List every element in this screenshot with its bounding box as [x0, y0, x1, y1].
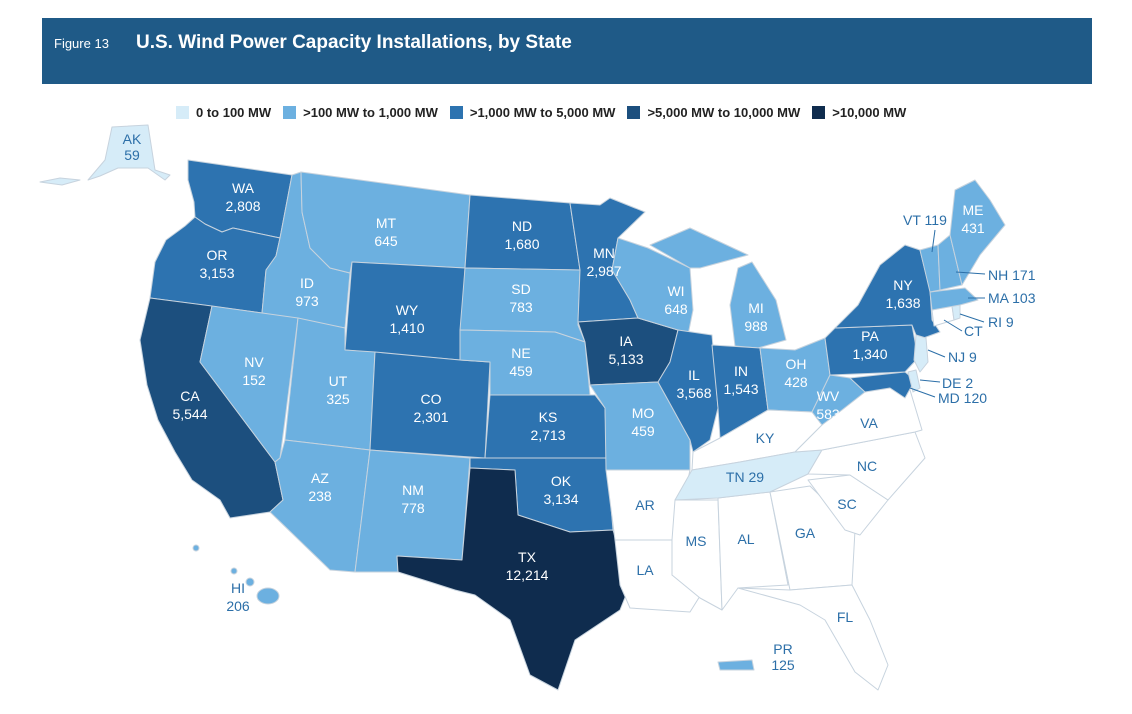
figure-label: Figure 13	[54, 36, 109, 51]
legend-item: >5,000 MW to 10,000 MW	[627, 105, 800, 120]
label-AK: AK 59	[123, 131, 142, 163]
state-AK	[87, 124, 171, 181]
label-PA: PA 1,340	[852, 328, 887, 362]
label-SD: SD 783	[509, 281, 533, 315]
label-WI: WI 648	[664, 283, 688, 317]
label-NY: NY 1,638	[885, 277, 920, 311]
label-HI: HI 206	[226, 580, 250, 614]
state-DE	[907, 369, 921, 393]
legend-item: >1,000 MW to 5,000 MW	[449, 104, 616, 120]
state-MD	[849, 371, 916, 399]
legend-label: 0 to 100 MW	[196, 104, 272, 120]
state-HI	[256, 587, 280, 605]
state-HI-island	[245, 577, 255, 587]
label-CA: CA 5,544	[172, 388, 207, 422]
label-NE: NE 459	[509, 345, 533, 379]
leader-lines	[909, 229, 986, 398]
legend: 0 to 100 MW >100 MW to 1,000 MW >1,000 M…	[176, 102, 918, 122]
label-RI: RI 9	[988, 314, 1014, 330]
label-MN: MN 2,987	[586, 245, 621, 279]
label-AL: AL	[737, 531, 754, 547]
label-ME: ME 431	[961, 202, 985, 236]
label-UT: UT 325	[326, 373, 350, 407]
state-PR	[717, 659, 755, 671]
label-KY: KY	[756, 430, 775, 446]
label-MI: MI 988	[744, 300, 768, 334]
legend-swatch	[283, 105, 297, 119]
label-NJ: NJ 9	[948, 349, 977, 365]
label-NV: NV 152	[242, 354, 266, 388]
legend-item: >10,000 MW	[812, 105, 906, 120]
label-NC: NC	[857, 458, 877, 474]
state-AK-aleutian	[39, 177, 81, 186]
legend-swatch	[812, 105, 826, 119]
label-IL: IL 3,568	[676, 367, 711, 401]
label-VA: VA	[860, 415, 878, 431]
label-LA: LA	[636, 562, 654, 578]
label-CT: CT	[964, 323, 983, 339]
state-AZ	[269, 439, 371, 573]
label-MD: MD 120	[938, 390, 987, 406]
state-labels: AK 59 WA 2,808 OR 3,153 CA 5,544 ID 973 NV 152…	[123, 131, 1036, 673]
label-WA: WA 2,808	[225, 180, 260, 214]
label-MT: MT 645	[374, 215, 398, 249]
label-OK: OK 3,134	[543, 473, 578, 507]
label-WY: WY 1,410	[389, 302, 424, 336]
legend-label: >100 MW to 1,000 MW	[303, 104, 438, 120]
label-NM: NM 778	[401, 482, 425, 516]
state-RI	[951, 304, 961, 321]
label-IA: IA 5,133	[608, 333, 643, 367]
label-GA: GA	[795, 525, 816, 541]
state-MA	[929, 287, 979, 311]
legend-swatch	[627, 105, 641, 119]
legend-label: >1,000 MW to 5,000 MW	[469, 104, 616, 120]
label-MO: MO 459	[631, 405, 655, 439]
legend-item: 0 to 100 MW	[176, 105, 271, 120]
state-TX	[396, 467, 631, 691]
label-FL: FL	[837, 609, 854, 625]
label-KS: KS 2,713	[530, 409, 565, 443]
label-AZ: AZ 238	[308, 470, 332, 504]
label-TN: TN 29	[726, 469, 764, 485]
label-TX: TX 12,214	[506, 549, 549, 583]
label-NH: NH 171	[988, 267, 1036, 283]
label-ND: ND 1,680	[504, 218, 539, 252]
label-MS: MS	[686, 533, 707, 549]
label-OH: OH 428	[784, 356, 808, 390]
legend-swatch	[176, 105, 189, 119]
state-MI	[729, 261, 787, 349]
label-DE: DE 2	[942, 375, 973, 391]
legend-label: >5,000 MW to 10,000 MW	[647, 104, 801, 120]
label-AR: AR	[635, 497, 654, 513]
label-IN: IN 1,543	[723, 363, 758, 397]
label-PR: PR 125	[771, 641, 795, 673]
state-SC	[807, 474, 889, 536]
state-MI-upper	[649, 227, 749, 269]
state-NJ	[913, 334, 929, 373]
state-HI-island	[192, 544, 200, 552]
state-HI-island	[230, 567, 238, 575]
label-ID: ID 973	[295, 275, 319, 309]
state-FL	[737, 584, 889, 691]
figure-header: Figure 13 U.S. Wind Power Capacity Insta…	[42, 18, 1092, 84]
label-OR: OR 3,153	[199, 247, 234, 281]
state-CO	[369, 351, 491, 459]
label-CO: CO 2,301	[413, 391, 448, 425]
legend-swatch	[449, 105, 463, 119]
label-WV: WV 583	[816, 388, 840, 422]
state-ME	[949, 179, 1006, 286]
label-MA: MA 103	[988, 290, 1036, 306]
legend-item: >100 MW to 1,000 MW	[283, 105, 438, 120]
legend-label: >10,000 MW	[832, 104, 907, 120]
label-VT: VT 119	[903, 212, 947, 228]
label-SC: SC	[837, 496, 856, 512]
figure-title: U.S. Wind Power Capacity Installations, …	[136, 32, 572, 53]
